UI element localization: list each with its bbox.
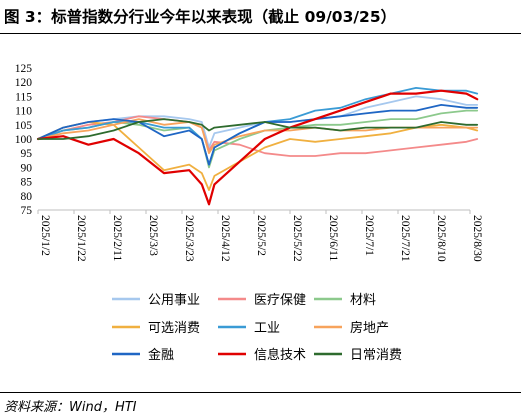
legend-label: 金融	[148, 347, 174, 363]
x-axis: 2025/1/2 2025/1/22 2025/2/11 2025/3/3 2025/3…	[37, 209, 483, 262]
x-tick-label: 2025/8/10	[435, 215, 447, 262]
series-line	[37, 118, 479, 140]
legend-label: 房地产	[350, 320, 389, 336]
x-tick-label: 2025/3/3	[147, 215, 159, 256]
legend-label: 医疗保健	[254, 293, 306, 308]
series-line	[37, 104, 479, 166]
y-tick-label: 95	[21, 148, 33, 160]
x-tick-label: 2025/7/21	[399, 215, 411, 262]
x-tick-label: 2025/1/22	[75, 215, 87, 262]
series-line	[37, 95, 479, 149]
x-tick-label: 2025/4/12	[219, 215, 231, 262]
x-tick-label: 2025/5/22	[291, 215, 303, 262]
x-tick-label: 2025/3/23	[183, 215, 195, 262]
legend-label: 可选消费	[148, 321, 200, 336]
x-tick-label: 2025/6/11	[327, 215, 339, 261]
y-tick-label: 105	[15, 120, 33, 132]
series-line	[36, 89, 479, 206]
y-tick-label: 80	[21, 191, 33, 203]
source-note: 资料来源：Wind，HTI	[4, 400, 137, 415]
legend-label: 信息技术	[254, 347, 306, 363]
series-line	[37, 109, 479, 169]
legend-label: 材料	[350, 293, 376, 308]
title-divider	[0, 33, 521, 34]
y-tick-label: 100	[15, 134, 33, 146]
legend-label: 工业	[254, 321, 280, 336]
y-tick-label: 75	[21, 205, 33, 217]
x-tick-label: 2025/1/2	[39, 215, 51, 256]
y-tick-label: 115	[15, 91, 32, 103]
series-lines	[36, 87, 479, 206]
figure-title: 图 3：标普指数分行业今年以来表现（截止 09/03/25）	[4, 8, 397, 26]
x-tick-label: 2025/7/1	[363, 215, 375, 256]
y-axis: 75 80 85 90 95 100 105 110 115 120 125	[15, 63, 33, 217]
y-tick-label: 85	[21, 177, 33, 189]
x-tick-label: 2025/2/11	[111, 215, 123, 261]
y-tick-label: 120	[15, 77, 33, 89]
y-tick-label: 110	[15, 106, 32, 118]
legend-label: 公用事业	[148, 293, 200, 308]
x-tick-label: 2025/8/30	[471, 215, 483, 262]
y-tick-label: 125	[15, 63, 33, 75]
y-tick-label: 90	[21, 162, 33, 174]
source-divider	[0, 392, 521, 393]
legend-label: 日常消费	[350, 348, 402, 363]
x-tick-label: 2025/5/2	[255, 215, 267, 256]
